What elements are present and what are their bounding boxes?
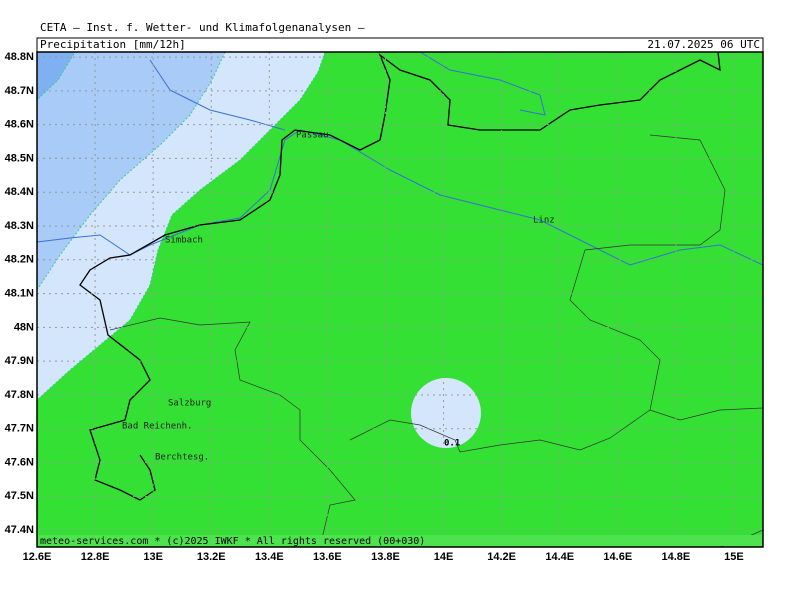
grid (36, 52, 763, 547)
y-tick-label: 48.5N (5, 152, 34, 164)
precip-mid (37, 52, 226, 291)
y-tick-label: 48.2N (5, 254, 34, 266)
footer-bar (38, 535, 762, 546)
y-tick-label: 48N (14, 321, 34, 333)
x-tick-label: 13.4E (255, 551, 284, 563)
place-label: Simbach (165, 236, 203, 246)
precip-dark (37, 52, 76, 101)
y-tick-label: 48.1N (5, 287, 34, 299)
y-tick-label: 47.9N (5, 355, 34, 367)
river (149, 59, 286, 131)
river (419, 52, 546, 116)
y-tick-label: 48.8N (5, 51, 34, 63)
footer: meteo-services.com * (c)2025 IWKF * All … (40, 536, 425, 547)
admin-border (569, 134, 726, 411)
x-tick-label: 15E (724, 551, 744, 563)
y-tick-label: 47.7N (5, 423, 34, 435)
place-label: Bad Reichenh. (122, 422, 192, 432)
x-tick-label: 14.8E (662, 551, 691, 563)
x-tick-label: 14.2E (487, 551, 516, 563)
place-label: Passau (296, 131, 329, 141)
x-tick-label: 14E (434, 551, 454, 563)
y-tick-label: 48.4N (5, 186, 34, 198)
y-tick-label: 48.7N (5, 85, 34, 97)
y-tick-label: 47.8N (5, 389, 34, 401)
place-label: Linz (533, 216, 555, 226)
x-tick-label: 13.2E (197, 551, 226, 563)
date: 21.07.2025 06 UTC (647, 38, 760, 51)
contour-label: 0.1 (444, 439, 460, 449)
y-tick-label: 47.4N (5, 524, 34, 536)
y-tick-label: 47.6N (5, 456, 34, 468)
x-tick-label: 14.4E (545, 551, 574, 563)
map-frame (36, 51, 764, 548)
admin-border (349, 407, 763, 453)
precip-cell (411, 378, 481, 448)
x-tick-label: 12.8E (81, 551, 110, 563)
country-border (37, 52, 721, 547)
header: CETA — Inst. f. Wetter- und Klimafolgena… (40, 21, 365, 34)
x-tick-label: 13E (143, 551, 163, 563)
y-tick-label: 48.3N (5, 220, 34, 232)
admin-border (109, 317, 356, 547)
map-area (37, 52, 763, 547)
x-tick-label: 13.8E (371, 551, 400, 563)
x-tick-label: 12.6E (23, 551, 52, 563)
x-tick-label: 14.6E (603, 551, 632, 563)
place-label: Salzburg (168, 399, 211, 409)
y-tick-label: 47.5N (5, 490, 34, 502)
title: Precipitation [mm/12h] (40, 38, 186, 51)
y-tick-label: 48.6N (5, 119, 34, 131)
x-tick-label: 13.6E (313, 551, 342, 563)
place-label: Berchtesg. (155, 453, 209, 463)
